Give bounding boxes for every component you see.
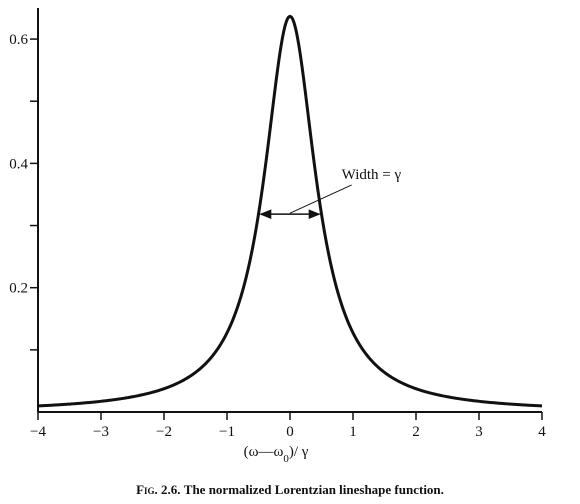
x-axis-label-tail: )/ γ — [289, 444, 309, 460]
width-annotation: Width = γ — [342, 167, 402, 183]
x-tick-label: 3 — [475, 424, 483, 440]
y-tick-label: 0.2 — [9, 281, 28, 297]
x-tick-label: −4 — [30, 424, 46, 440]
x-tick-label: 4 — [538, 424, 546, 440]
x-axis-label: (ω—ω0)/ γ — [244, 444, 309, 465]
caption-text: The normalized Lorentzian lineshape func… — [183, 482, 444, 497]
y-axis-ticks: 0.2 0.4 0.6 — [9, 32, 38, 351]
y-tick-label: 0.4 — [9, 156, 28, 172]
x-axis-label-lead: (ω—ω — [244, 444, 284, 460]
x-tick-label: 1 — [349, 424, 357, 440]
caption-figure-number: Fig. 2.6. — [136, 482, 181, 497]
figure-caption: Fig. 2.6. The normalized Lorentzian line… — [0, 482, 580, 498]
y-tick-label: 0.6 — [9, 32, 28, 48]
x-tick-label: 2 — [412, 424, 420, 440]
x-tick-label: −2 — [156, 424, 172, 440]
x-axis-label-subscript: 0 — [283, 453, 289, 465]
x-tick-label: −3 — [93, 424, 109, 440]
width-leader-line — [289, 184, 352, 214]
x-tick-label: 0 — [286, 424, 294, 440]
lorentzian-curve — [37, 14, 543, 408]
x-tick-label: −1 — [219, 424, 235, 440]
x-axis-ticks: −4 −3 −2 −1 0 1 2 3 4 — [30, 412, 546, 440]
